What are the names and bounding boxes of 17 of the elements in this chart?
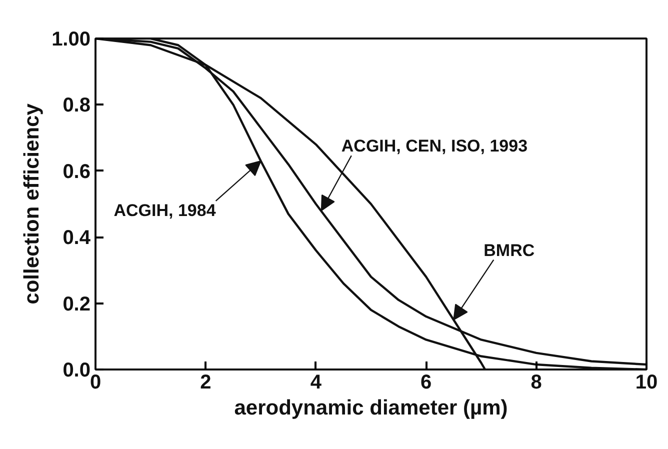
annotation: ACGIH, 1984: [114, 200, 216, 220]
y-tick-label: 0.4: [62, 227, 92, 250]
y-tick-label: 0.8: [62, 94, 91, 117]
y-tick-label: 0.2: [62, 293, 91, 316]
x-tick-label: 6: [420, 372, 432, 394]
annotation: ACGIH, CEN, ISO, 1993: [341, 136, 528, 156]
y-tick-label: 0.6: [62, 160, 91, 183]
x-axis-title: aerodynamic diameter (µm): [234, 396, 508, 420]
annotation: BMRC: [484, 240, 535, 260]
y-tick-label: 0.0: [62, 360, 91, 382]
y-tick-label: 1.00: [52, 28, 91, 50]
x-tick-label: 0: [90, 372, 102, 394]
x-tick-label: 4: [310, 372, 322, 394]
x-tick-label: 8: [530, 372, 542, 394]
y-axis-title: collection efficiency: [20, 103, 44, 304]
x-tick-label: 2: [200, 372, 212, 394]
x-tick-label: 10: [635, 372, 658, 394]
